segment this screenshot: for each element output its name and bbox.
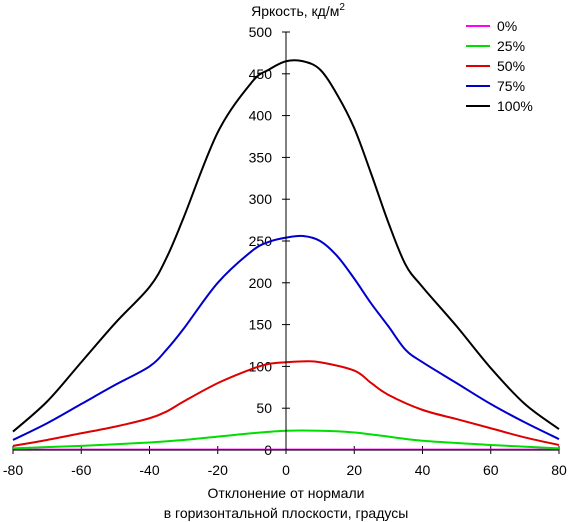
x-tick-label: 60 bbox=[483, 462, 499, 478]
y-axis-title-text: Яркость, кд/м bbox=[251, 3, 339, 19]
x-tick-label: 80 bbox=[551, 462, 567, 478]
series-line-100pct bbox=[12, 59, 560, 433]
x-tick-label: 40 bbox=[415, 462, 431, 478]
legend-label-100pct: 100% bbox=[497, 98, 533, 114]
y-tick-label: 150 bbox=[249, 317, 273, 333]
y-tick-label: 400 bbox=[249, 108, 273, 124]
x-axis-title-line1: Отклонение от нормали bbox=[208, 485, 365, 501]
y-tick-label: 350 bbox=[249, 149, 273, 165]
y-axis-title-superscript: 2 bbox=[339, 2, 345, 13]
y-tick-label: 250 bbox=[249, 233, 273, 249]
x-tick-label: -20 bbox=[208, 462, 228, 478]
x-axis-ticks: -80 -60 -40 -20 0 20 40 60 80 bbox=[3, 446, 567, 478]
x-axis-title-line2: в горизонтальной плоскости, градусы bbox=[164, 505, 409, 521]
legend-label-25pct: 25% bbox=[497, 38, 525, 54]
legend: 0% 25% 50% 75% 100% bbox=[466, 18, 533, 114]
y-tick-label: 300 bbox=[249, 191, 273, 207]
legend-label-50pct: 50% bbox=[497, 58, 525, 74]
x-tick-label: 0 bbox=[282, 462, 290, 478]
y-tick-label: 200 bbox=[249, 275, 273, 291]
x-tick-label: 20 bbox=[346, 462, 362, 478]
legend-label-0pct: 0% bbox=[497, 18, 517, 34]
y-axis-title: Яркость, кд/м2 bbox=[251, 2, 345, 19]
y-tick-label: 500 bbox=[249, 24, 273, 40]
x-tick-label: -40 bbox=[139, 462, 159, 478]
x-tick-label: -80 bbox=[3, 462, 23, 478]
y-tick-label: 50 bbox=[256, 400, 272, 416]
x-tick-label: -60 bbox=[71, 462, 91, 478]
series-line-75pct bbox=[12, 234, 560, 441]
legend-label-75pct: 75% bbox=[497, 78, 525, 94]
